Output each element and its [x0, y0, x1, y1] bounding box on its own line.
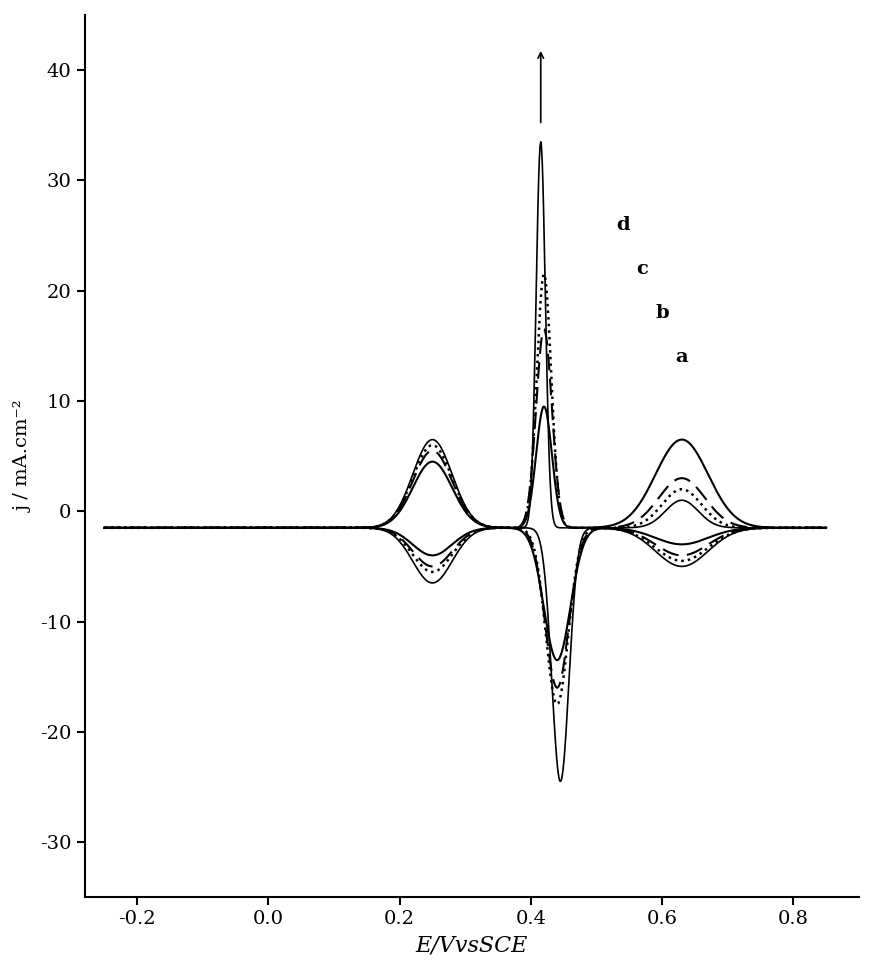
b: [140, 522, 150, 534]
X-axis label: E/VvsSCE: E/VvsSCE: [416, 934, 528, 956]
a: [552, 654, 563, 666]
Line: b: b: [104, 329, 826, 687]
a: [140, 522, 150, 534]
b: [802, 522, 813, 534]
a: [802, 522, 813, 534]
a: [173, 522, 184, 534]
Text: d: d: [616, 217, 630, 234]
b: [99, 522, 109, 534]
c: [552, 698, 563, 710]
b: [173, 522, 184, 534]
d: [764, 522, 774, 534]
d: [802, 522, 813, 534]
Line: a: a: [104, 407, 826, 660]
d: [536, 136, 546, 148]
a: [140, 522, 150, 534]
b: [405, 542, 415, 553]
b: [764, 522, 774, 534]
Line: d: d: [104, 142, 826, 782]
Text: c: c: [636, 260, 648, 278]
b: [552, 682, 563, 693]
d: [405, 551, 415, 562]
c: [140, 522, 150, 534]
c: [173, 522, 184, 534]
c: [140, 522, 150, 534]
c: [764, 522, 774, 534]
b: [538, 323, 549, 335]
Text: a: a: [676, 349, 688, 366]
a: [538, 401, 549, 413]
d: [140, 522, 150, 534]
Text: b: b: [656, 304, 669, 322]
d: [173, 522, 184, 534]
c: [99, 522, 109, 534]
a: [99, 522, 109, 534]
d: [140, 522, 150, 534]
b: [140, 522, 150, 534]
d: [99, 522, 109, 534]
a: [764, 521, 774, 533]
b: [99, 522, 109, 534]
d: [555, 776, 565, 787]
c: [99, 522, 109, 534]
c: [538, 269, 549, 281]
Line: c: c: [104, 275, 826, 704]
c: [405, 545, 415, 556]
c: [802, 522, 813, 534]
Y-axis label: j / mA.cm⁻²: j / mA.cm⁻²: [15, 400, 33, 512]
d: [99, 522, 109, 534]
a: [405, 536, 415, 548]
a: [99, 522, 109, 534]
